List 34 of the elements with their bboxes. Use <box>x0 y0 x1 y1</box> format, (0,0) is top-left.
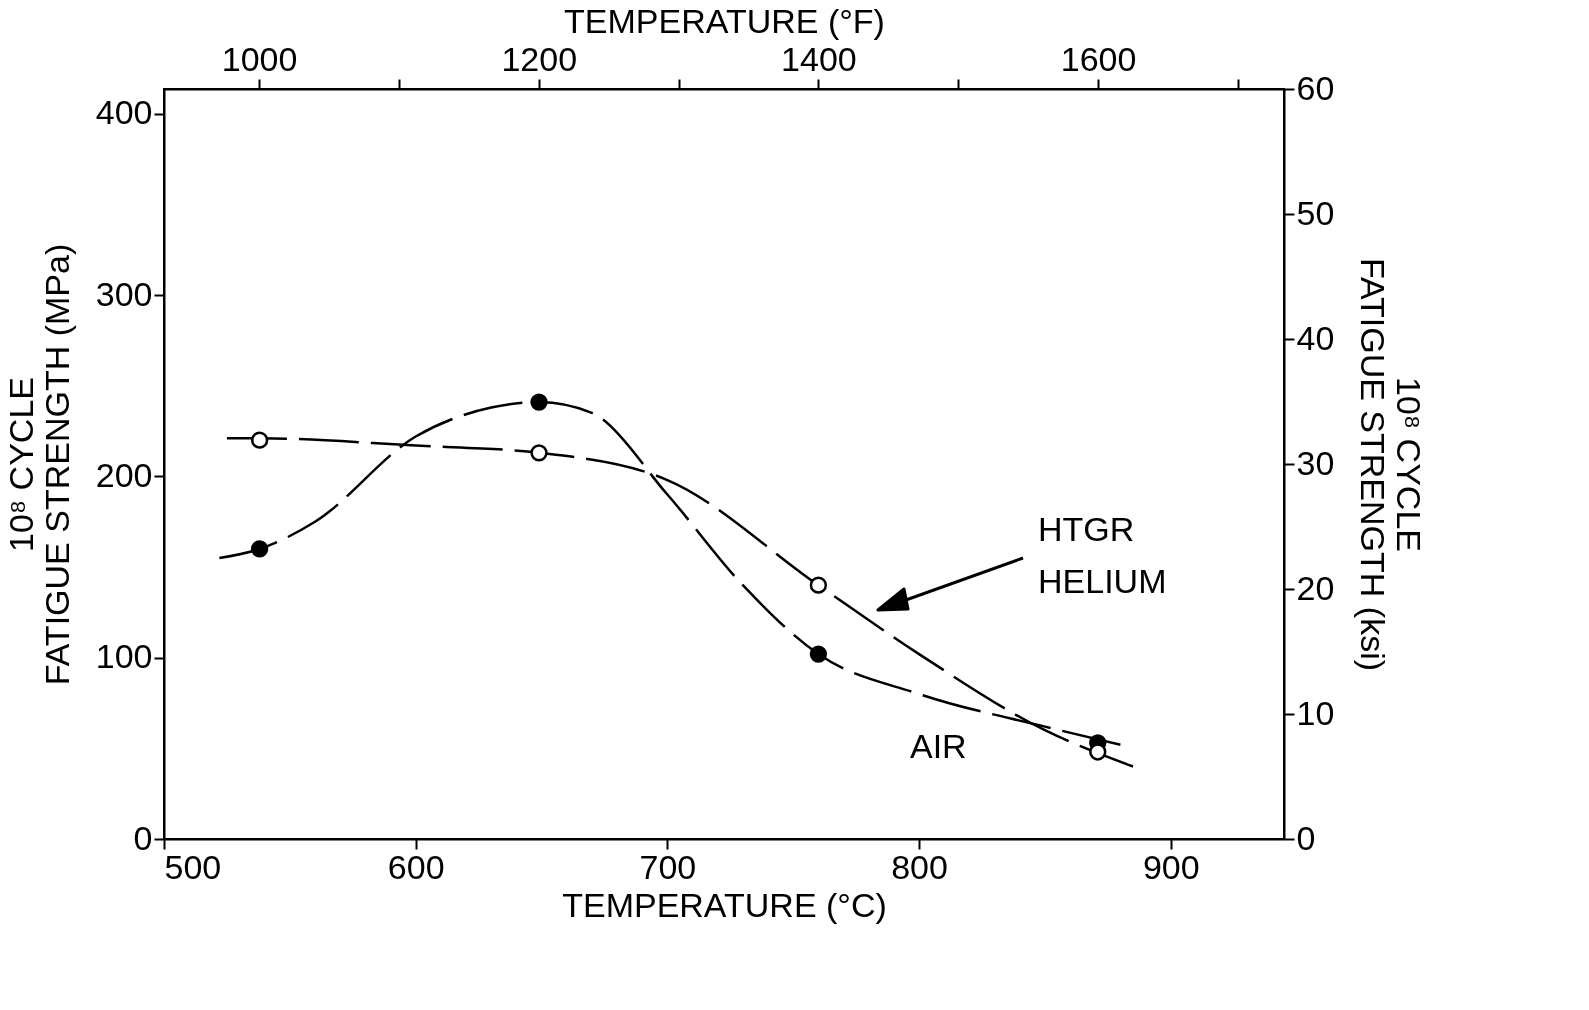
y-tick-label: 300 <box>95 274 153 313</box>
y2-tick-label: 30 <box>1296 443 1335 482</box>
y2-tick-label: 0 <box>1296 818 1316 857</box>
y-tick-label: 100 <box>95 637 153 676</box>
y2-tick-label: 50 <box>1296 193 1335 232</box>
x-tick-label: 600 <box>387 847 445 886</box>
y-axis-title: 10⁸ CYCLE FATIGUE STRENGTH (MPa) <box>1 243 76 686</box>
x-tick-label: 800 <box>891 847 948 886</box>
y2-tick-label: 20 <box>1296 568 1335 607</box>
y2-tick-label: 60 <box>1296 68 1335 107</box>
x2-tick-label: 1400 <box>781 39 857 78</box>
x-tick-label: 700 <box>639 847 697 886</box>
annotation: AIR <box>910 727 967 765</box>
point <box>1089 743 1107 761</box>
x2-tick-label: 1000 <box>221 39 298 78</box>
x2-axis-title: TEMPERATURE (°F) <box>564 1 885 40</box>
x-tick-label: 900 <box>1142 847 1200 886</box>
y-tick-label: 0 <box>133 818 153 857</box>
y2-tick-label: 10 <box>1296 693 1335 732</box>
y2-axis-title: 10⁸ CYCLE FATIGUE STRENGTH (ksi) <box>1354 257 1429 672</box>
point <box>809 576 828 594</box>
point <box>250 540 269 558</box>
y-tick-label: 400 <box>95 93 153 132</box>
annotation: HTGR HELIUM <box>1038 510 1167 600</box>
point <box>530 444 548 462</box>
x2-tick-label: 1600 <box>1060 39 1137 78</box>
y-tick-label: 200 <box>95 455 153 494</box>
point <box>530 393 548 411</box>
x-axis-title: TEMPERATURE (°C) <box>562 885 887 924</box>
point <box>809 645 828 663</box>
x-tick-label: 500 <box>164 847 222 886</box>
x2-tick-label: 1200 <box>501 39 578 78</box>
point <box>250 431 269 449</box>
y2-tick-label: 40 <box>1296 318 1335 357</box>
